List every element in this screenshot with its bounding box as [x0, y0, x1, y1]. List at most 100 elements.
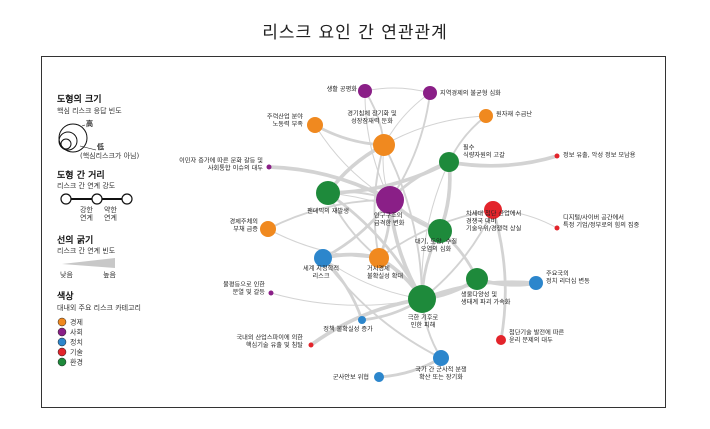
node-label-n7: 필수 식량자원의 고갈	[463, 144, 505, 159]
node-label-line: 노동력 부족	[273, 120, 304, 128]
node-label-line: 특정 기업/정부로의 힘의 집중	[563, 221, 640, 229]
node-label-line: 성장잠재력 둔화	[351, 117, 393, 125]
node-label-line: 정보 유출, 악성 정보 모남용	[563, 151, 636, 159]
node-label-line: 핵심기술 유출 및 침탈	[246, 341, 303, 349]
node-label-n14: 대기, 토양, 수질 오염의 심화	[415, 237, 457, 253]
node-label-n19: 생물다양성 및 생태계 파괴 가속화	[461, 290, 511, 306]
legend-category-swatch	[57, 337, 67, 347]
edge-n7-n8	[447, 154, 559, 168]
node-label-n22: 첨단기술 발전에 따른 윤리 문제의 대두	[509, 328, 564, 344]
node-label-n3: 주력산업 분야 노동력 부족	[267, 112, 303, 128]
node-label-n9: 팬데믹의 재발생	[307, 207, 349, 215]
node-label-line: 주요국의	[546, 269, 569, 277]
legend-distance-link-1: 연계	[80, 213, 93, 222]
legend-distance-sub: 리스크 간 연계 강도	[57, 181, 116, 190]
legend-thickness-heading: 선의 굵기	[57, 234, 93, 246]
node-label-n10: 인구구조의 급격한 변화	[374, 211, 405, 227]
legend-distance-strong: 강한	[80, 205, 93, 214]
node-label-line: 사회통합 이슈의 대두	[208, 164, 263, 172]
node-label-line: 인한 피해	[411, 321, 436, 329]
node-label-n24: 국가 간 군사적 분쟁 확산 또는 장기화	[415, 365, 467, 381]
legend-size-circle-medium	[58, 131, 78, 151]
node-label-n4: 경기침체 장기화 및 성장잠재력 둔화	[347, 109, 397, 125]
node-n13	[260, 221, 276, 237]
node-n8	[554, 153, 560, 159]
diagram-frame	[41, 56, 666, 408]
legend-category-label: 환경	[70, 358, 83, 367]
node-label-n5: 원자재 수급난	[496, 110, 532, 118]
node-n12	[554, 225, 560, 231]
node-label-line: 생물다양성 및	[461, 290, 497, 298]
edge-n4-n5	[383, 115, 487, 146]
edge-n9-n20	[326, 191, 424, 301]
legend-color-heading: 색상	[57, 290, 74, 302]
legend-distance-weak: 약한	[104, 205, 117, 214]
node-n21	[358, 316, 366, 324]
node-label-line: 생활 공평화	[327, 85, 358, 93]
node-n19	[466, 268, 488, 290]
node-label-line: 디지털/사이버 공간에서	[563, 213, 624, 221]
legend-thickness-high: 높음	[103, 271, 116, 279]
node-label-n1: 생활 공평화	[327, 85, 358, 93]
edge-n10-n6	[267, 165, 392, 202]
node-n14	[428, 219, 452, 243]
node-label-line: 극한 기후로	[408, 313, 439, 321]
node-n9	[316, 181, 340, 205]
node-label-line: 급격한 변화	[374, 219, 405, 227]
legend-size-sub: 핵심 리스크 응답 빈도	[57, 106, 122, 115]
legend-distance-node-c	[121, 193, 133, 205]
node-label-n17: 주요국의 정치 리더십 변동	[546, 269, 590, 285]
node-label-line: 기술우위/경쟁력 상실	[466, 225, 522, 233]
node-n2	[423, 86, 437, 100]
node-label-line: 대기, 토양, 수질	[415, 237, 457, 245]
legend-category-swatch	[57, 357, 67, 367]
node-n15	[314, 249, 332, 267]
edge-n1-n2	[364, 87, 431, 94]
node-label-n25: 군사안보 위협	[333, 373, 369, 381]
node-n5	[479, 109, 493, 123]
node-label-n11: 차세대 첨단 산업에서 경쟁국 대비 기술우위/경쟁력 상실	[466, 210, 522, 233]
edge-n4-n20	[383, 144, 423, 300]
edge-n15-n24	[322, 257, 442, 359]
node-label-n15: 세계 지정학적 리스크	[303, 264, 339, 280]
chart-title: 리스크 요인 간 연관관계	[262, 23, 448, 43]
node-label-line: 생태계 파괴 가속화	[461, 298, 511, 306]
node-label-line: 확산 또는 장기화	[419, 373, 463, 381]
node-n6	[266, 164, 272, 170]
node-n20	[408, 285, 436, 313]
legend-distance-heading: 도형 간 거리	[57, 169, 105, 181]
legend-distance-node-b	[91, 193, 103, 205]
legend-category-swatch	[57, 327, 67, 337]
node-label-line: 오염의 심화	[421, 245, 452, 253]
edge-n11-n22	[491, 208, 507, 342]
node-label-line: 원자재 수급난	[496, 110, 532, 118]
node-layer	[260, 84, 560, 382]
legend: 도형의 크기 핵심 리스크 응답 빈도 高 低 (핵심리스크가 아님) 도형 간…	[57, 93, 141, 367]
node-label-n2: 지역경제의 불균형 심화	[440, 89, 501, 97]
node-label-line: 첨단기술 발전에 따른	[509, 328, 564, 336]
node-label-line: 경기침체 장기화 및	[347, 109, 397, 117]
node-label-n6: 이민자 증가에 따른 문화 갈등 및 사회통합 이슈의 대두	[179, 156, 263, 172]
node-label-line: 세계 지정학적	[303, 264, 339, 272]
node-n10	[376, 186, 404, 214]
node-label-line: 정책 불확실성 증가	[323, 325, 373, 333]
node-label-line: 필수	[463, 144, 475, 151]
node-n4	[373, 134, 395, 156]
node-n16	[369, 248, 389, 268]
node-n11	[484, 201, 502, 219]
node-n18	[268, 290, 274, 296]
legend-category-label: 기술	[70, 348, 83, 357]
node-n25	[374, 372, 384, 382]
node-label-n8: 정보 유출, 악성 정보 모남용	[563, 151, 636, 159]
node-label-line: 주력산업 분야	[267, 112, 303, 120]
node-label-line: 경쟁국 대비	[466, 217, 496, 225]
node-label-n13: 경제주체의 부채 급증	[230, 217, 259, 233]
edge-n9-n7	[326, 160, 451, 195]
edge-n20-n18	[270, 292, 423, 306]
node-label-line: 군사안보 위협	[333, 373, 369, 381]
legend-thickness-wedge	[62, 258, 115, 268]
node-label-line: 인구구조의	[374, 211, 402, 219]
legend-size-low: 低	[96, 142, 104, 151]
